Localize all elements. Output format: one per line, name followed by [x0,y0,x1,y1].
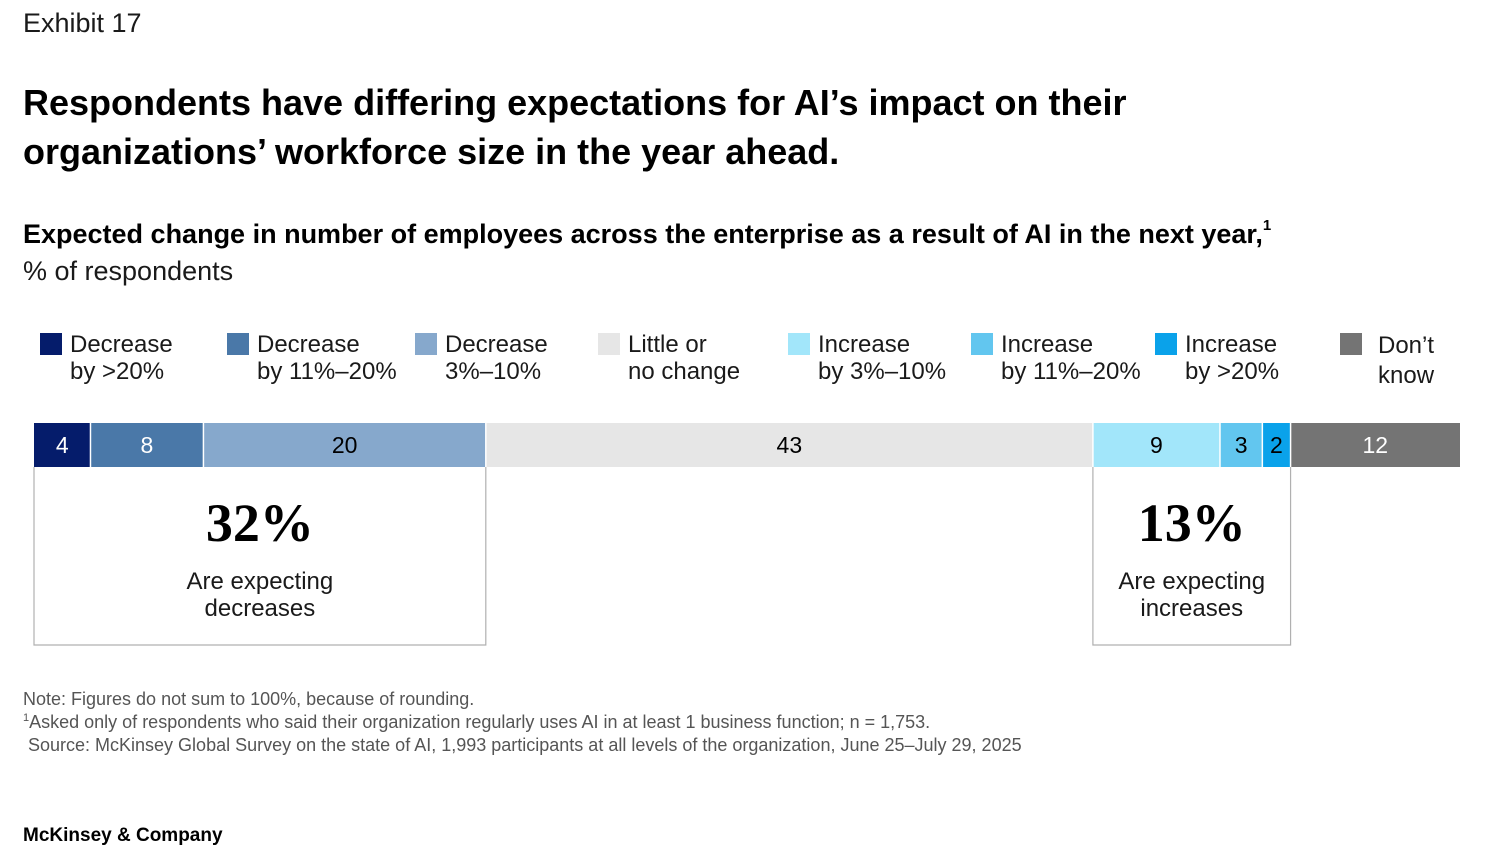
legend-label: Increase by 3%–10% [818,331,947,385]
callout-increase-value: 13% [1137,493,1246,553]
legend-label: Don’t know [1378,332,1435,389]
bar-segment [90,423,204,467]
footnote-text: Asked only of respondents who said their… [29,712,931,732]
exhibit-label: Exhibit 17 [23,8,142,38]
legend-swatch [788,333,810,355]
callout-decrease-value: 32% [205,493,314,553]
data-label: 12 [1362,432,1388,458]
callout-increase-text: Are expecting increases [1118,568,1266,622]
page-title: Respondents have differing expectations … [23,82,1127,172]
chart-unit: % of respondents [23,256,234,286]
chart-subtitle: Expected change in number of employees a… [23,217,1272,250]
data-label: 2 [1270,432,1283,458]
bar-segment [34,423,91,467]
legend-swatch [415,333,437,355]
data-label: 8 [141,432,154,458]
legend-swatch [227,333,249,355]
callout-decrease-text: Are expecting decreases [186,568,334,622]
data-label: 43 [777,432,803,458]
data-label: 9 [1150,432,1163,458]
legend-label: Increase by 11%–20% [1001,331,1141,385]
data-label: 3 [1235,432,1248,458]
brand-logo-text: McKinsey & Company [23,825,223,846]
footnote: 1Asked only of respondents who said thei… [23,712,930,733]
callout-bracket [33,467,487,646]
legend-label: Increase by >20% [1185,331,1280,385]
chart-subtitle-text: Expected change in number of employees a… [23,219,1263,249]
legend-label: Decrease by >20% [70,331,173,385]
legend-swatch [598,333,620,355]
bar-segment [203,423,486,467]
legend-label: Decrease by 11%–20% [257,331,397,385]
legend-swatch [40,333,62,355]
legend-swatch [1340,333,1362,355]
bar-segment [1262,423,1291,467]
subtitle-footnote-marker: 1 [1262,217,1272,234]
legend-swatch [971,333,993,355]
legend-swatch [1155,333,1177,355]
legend-label: Little or no change [628,331,741,385]
bar-segment [1219,423,1263,467]
note: Note: Figures do not sum to 100%, becaus… [23,689,475,709]
bar-segment [1290,423,1460,467]
data-label: 4 [56,432,69,458]
footnote-marker: 1 [23,712,30,724]
bar-segment [1092,423,1220,467]
legend-label: Decrease 3%–10% [445,331,548,385]
callout-bracket [1092,467,1292,646]
source-note: Source: McKinsey Global Survey on the st… [23,735,1022,755]
bar-segment [485,423,1093,467]
data-label: 20 [332,432,358,458]
